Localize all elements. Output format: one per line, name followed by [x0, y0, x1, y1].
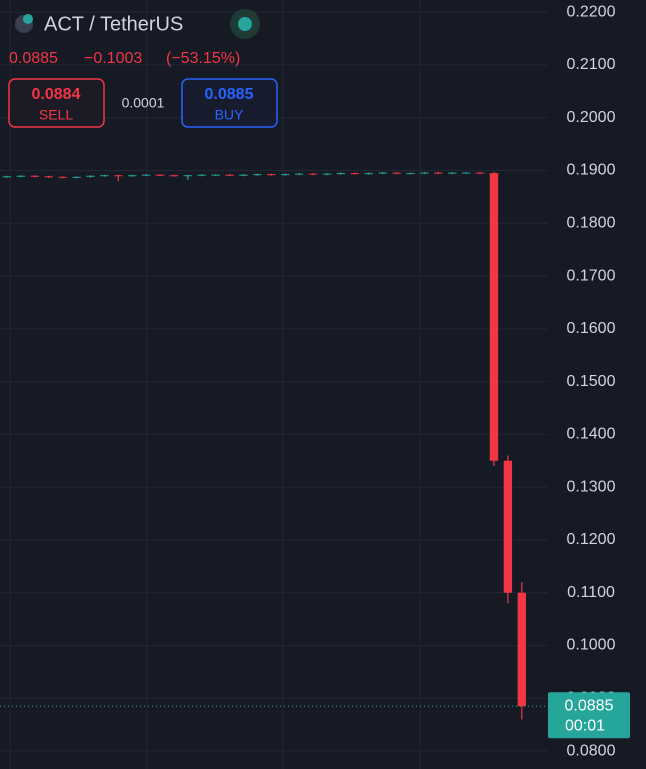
buy-price[interactable]: 0.0885 — [205, 86, 254, 103]
candle-body — [350, 173, 359, 175]
last-price-label: 0.0885 — [565, 697, 614, 714]
y-tick-label: 0.1900 — [567, 162, 616, 179]
candle-body — [114, 175, 123, 177]
candle-body — [503, 460, 513, 593]
candle-body — [58, 176, 67, 178]
spread: 0.0001 — [122, 95, 165, 111]
candle-body — [308, 173, 318, 175]
candle-body — [100, 175, 109, 177]
candle-body — [44, 176, 53, 178]
candle-body — [197, 174, 206, 176]
overlay: ACT / TetherUS 0.0885 −0.1003 (−53.15%) … — [0, 9, 630, 739]
y-tick-label: 0.1300 — [567, 478, 616, 495]
candle-body — [86, 175, 95, 177]
candle-body — [434, 172, 443, 174]
last-price: 0.0885 — [9, 50, 58, 67]
candle-body — [72, 176, 81, 178]
candle-body — [294, 173, 304, 175]
candle-body — [225, 174, 234, 176]
y-tick-label: 0.1700 — [567, 267, 616, 284]
y-tick-label: 0.2000 — [567, 109, 616, 126]
candle-body — [211, 174, 220, 176]
sell-price[interactable]: 0.0884 — [32, 86, 81, 103]
last-price-tag — [548, 692, 630, 739]
candle-body — [253, 174, 262, 176]
countdown: 00:01 — [565, 717, 605, 734]
candle-body — [141, 174, 151, 176]
change-pct: (−53.15%) — [166, 50, 240, 67]
candle-body — [420, 172, 429, 174]
candle-body — [378, 172, 387, 174]
symbol-title: ACT / TetherUS — [44, 13, 183, 35]
buy-label[interactable]: BUY — [215, 107, 244, 123]
candle-body — [128, 175, 137, 177]
candle-body — [155, 174, 165, 176]
y-tick-label: 0.1800 — [567, 214, 616, 231]
y-tick-label: 0.1200 — [567, 531, 616, 548]
candle-body — [448, 172, 457, 174]
candle-body — [239, 174, 248, 176]
coin-icon-badge — [23, 14, 33, 24]
candle-body — [30, 175, 39, 177]
candle-body — [489, 173, 499, 461]
candle-body — [267, 174, 276, 176]
candle-body — [475, 172, 485, 174]
candle-body — [322, 173, 332, 175]
candle-body — [461, 172, 471, 174]
y-tick-label: 0.1400 — [567, 426, 616, 443]
candle-body — [364, 173, 373, 175]
y-tick-label: 0.1500 — [567, 373, 616, 390]
buy-box[interactable] — [181, 78, 278, 128]
candle-body — [517, 592, 526, 707]
y-tick-label: 0.2200 — [567, 3, 616, 20]
candle-body — [336, 173, 346, 175]
y-tick-label: 0.2100 — [567, 56, 616, 73]
sell-label[interactable]: SELL — [39, 107, 73, 123]
status-dot — [238, 17, 252, 31]
candle-body — [183, 175, 193, 177]
candle-body — [406, 173, 415, 175]
plot — [2, 172, 526, 720]
buy-button[interactable]: 0.0885 BUY — [181, 78, 278, 128]
y-tick-label: 0.0800 — [567, 742, 616, 759]
candle-body — [2, 176, 12, 178]
change: −0.1003 — [84, 50, 142, 67]
candle-body — [16, 175, 26, 177]
candle-body — [169, 175, 179, 177]
candle-body — [281, 174, 290, 176]
y-tick-label: 0.1000 — [567, 637, 616, 654]
candle-body — [392, 172, 401, 174]
y-tick-label: 0.1600 — [567, 320, 616, 337]
sell-box[interactable] — [8, 78, 105, 128]
sell-button[interactable]: 0.0884 SELL — [8, 78, 105, 128]
y-tick-label: 0.1100 — [567, 584, 615, 601]
